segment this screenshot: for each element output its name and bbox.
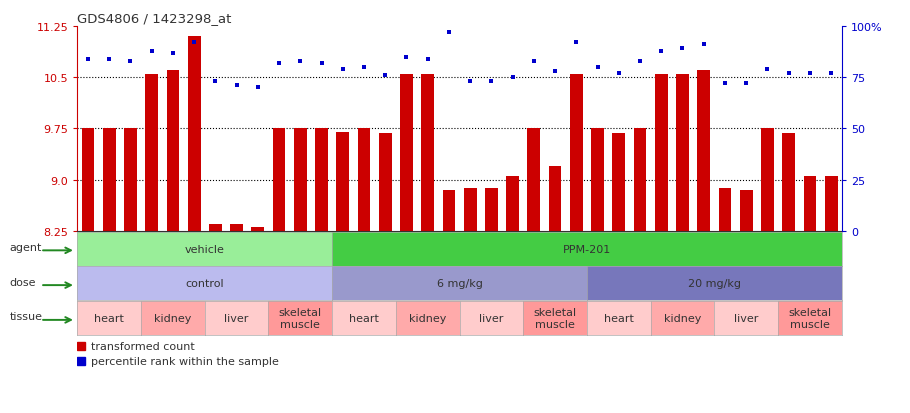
Text: liver: liver — [225, 313, 248, 323]
Text: 20 mg/kg: 20 mg/kg — [688, 279, 741, 289]
Point — [399, 54, 414, 61]
Point — [314, 60, 329, 67]
Point — [293, 58, 308, 65]
Point — [123, 58, 137, 65]
Point — [782, 71, 796, 77]
Bar — [400, 74, 413, 231]
Bar — [442, 190, 455, 231]
Bar — [676, 74, 689, 231]
Bar — [294, 129, 307, 231]
Point — [463, 79, 478, 85]
Point — [718, 81, 733, 88]
Point — [250, 85, 265, 91]
Point — [484, 79, 499, 85]
Text: 6 mg/kg: 6 mg/kg — [437, 279, 482, 289]
Bar — [421, 74, 434, 231]
Bar — [187, 37, 200, 231]
Text: liver: liver — [480, 313, 503, 323]
Point — [632, 58, 647, 65]
Bar — [464, 189, 477, 231]
Bar — [124, 129, 136, 231]
Text: kidney: kidney — [409, 313, 447, 323]
Bar — [612, 134, 625, 231]
Bar — [570, 74, 582, 231]
Point — [527, 58, 541, 65]
Text: heart: heart — [95, 313, 124, 323]
Bar — [485, 189, 498, 231]
Point — [824, 71, 838, 77]
Point — [675, 46, 690, 52]
Point — [548, 69, 562, 75]
Text: vehicle: vehicle — [185, 244, 225, 254]
Bar — [379, 134, 391, 231]
Text: kidney: kidney — [663, 313, 702, 323]
Bar — [824, 177, 837, 231]
Bar — [592, 129, 604, 231]
Point — [803, 71, 817, 77]
Text: percentile rank within the sample: percentile rank within the sample — [91, 356, 278, 367]
Text: GDS4806 / 1423298_at: GDS4806 / 1423298_at — [77, 12, 232, 25]
Point — [654, 48, 669, 55]
Point — [696, 42, 711, 49]
Bar — [528, 129, 541, 231]
Point — [187, 40, 201, 47]
Bar — [315, 129, 328, 231]
Point — [612, 71, 626, 77]
Bar — [103, 129, 116, 231]
Text: control: control — [186, 279, 224, 289]
Bar — [549, 166, 561, 231]
Text: PPM-201: PPM-201 — [562, 244, 612, 254]
Point — [357, 64, 371, 71]
Bar — [783, 134, 795, 231]
Text: heart: heart — [604, 313, 633, 323]
Point — [569, 40, 583, 47]
Point — [591, 64, 605, 71]
Bar — [146, 74, 158, 231]
Bar — [337, 133, 349, 231]
Point — [229, 83, 244, 90]
Point — [145, 48, 159, 55]
Point — [760, 66, 774, 73]
Bar — [804, 177, 816, 231]
Bar — [655, 74, 668, 231]
Bar — [761, 129, 774, 231]
Point — [739, 81, 753, 88]
Bar — [82, 129, 95, 231]
Text: tissue: tissue — [9, 312, 42, 322]
Bar — [273, 129, 286, 231]
Text: agent: agent — [9, 242, 42, 252]
Point — [336, 66, 350, 73]
Text: heart: heart — [349, 313, 379, 323]
Bar — [633, 129, 646, 231]
Text: transformed count: transformed count — [91, 341, 195, 351]
Point — [420, 56, 435, 63]
Bar — [230, 225, 243, 231]
Text: kidney: kidney — [154, 313, 192, 323]
Bar — [251, 228, 264, 231]
Bar — [167, 71, 179, 231]
Text: skeletal
muscle: skeletal muscle — [278, 308, 322, 329]
Bar — [506, 177, 519, 231]
Bar — [740, 190, 753, 231]
Text: dose: dose — [9, 277, 35, 287]
Point — [208, 79, 223, 85]
Bar — [209, 225, 222, 231]
Text: liver: liver — [734, 313, 758, 323]
Point — [378, 73, 392, 79]
Point — [505, 75, 520, 81]
Bar — [358, 129, 370, 231]
Point — [81, 56, 96, 63]
Bar — [719, 189, 732, 231]
Text: skeletal
muscle: skeletal muscle — [788, 308, 832, 329]
Bar — [697, 71, 710, 231]
Point — [441, 30, 456, 36]
Point — [166, 50, 180, 57]
Point — [272, 60, 287, 67]
Text: skeletal
muscle: skeletal muscle — [533, 308, 577, 329]
Point — [102, 56, 116, 63]
